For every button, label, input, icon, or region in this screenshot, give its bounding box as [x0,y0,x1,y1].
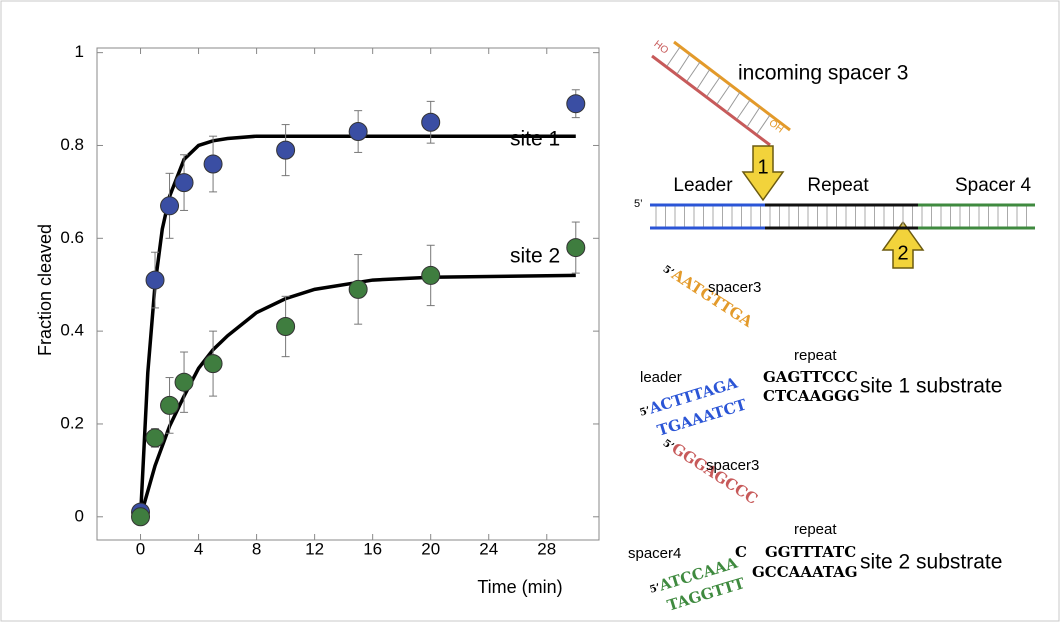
data-point [204,155,222,173]
data-point [146,271,164,289]
data-point [567,95,585,113]
y-tick-label: 0.4 [60,321,84,340]
x-tick-label: 28 [537,539,556,558]
left-label: spacer4 [628,545,681,562]
data-point [349,280,367,298]
repeat-label: repeat [794,347,837,364]
right-top-sequence: GGTTTATC [765,543,856,561]
substrate-label: site 2 substrate [860,551,1002,574]
figure: Fraction cleaved Time (min) HO OH incomi… [0,0,1062,624]
oh-label: OH [767,118,786,136]
spacer-label: spacer3 [708,279,761,296]
right-top-sequence: GAGTTCCC [763,368,858,386]
frame [1,1,1059,621]
left-label: leader [640,369,682,386]
junction-base: C [735,543,747,561]
data-point [422,113,440,131]
x-tick-label: 4 [194,539,203,558]
incoming-label: incoming spacer 3 [738,62,908,85]
right-bottom-sequence: CTCAAGGG [763,387,860,405]
site-1-number: 1 [757,156,768,178]
right-bottom-sequence: GCCAAATAG [752,563,858,581]
spacer-label: spacer3 [706,457,759,474]
x-axis-title: Time (min) [477,577,562,597]
y-tick-label: 0.8 [60,135,84,154]
y-tick-label: 0.2 [60,413,84,432]
substrate-label: site 1 substrate [860,375,1002,398]
data-point [349,123,367,141]
repeat-label: repeat [794,521,837,538]
segment-label: Spacer 4 [955,175,1031,196]
plot-box [97,48,599,540]
y-tick-label: 0.6 [60,228,84,247]
x-tick-label: 12 [305,539,324,558]
x-tick-label: 8 [252,539,261,558]
series-label: site 2 [510,245,560,268]
data-point [567,239,585,257]
five-prime: 5’ [634,198,643,210]
ho-label: HO [652,39,671,57]
site-2-number: 2 [897,242,908,264]
data-point [161,197,179,215]
x-tick-label: 16 [363,539,382,558]
x-tick-label: 20 [421,539,440,558]
y-tick-label: 1 [75,42,84,61]
segment-label: Leader [673,175,733,196]
segment-label: Repeat [807,175,869,196]
data-point [277,317,295,335]
duplex [650,205,1035,228]
y-axis-title: Fraction cleaved [35,224,55,356]
data-point [132,508,150,526]
data-point [146,429,164,447]
x-tick-label: 0 [136,539,145,558]
data-point [175,174,193,192]
x-tick-label: 24 [479,539,498,558]
data-point [422,266,440,284]
data-point [277,141,295,159]
fit-curve [141,136,576,517]
data-point [204,355,222,373]
incoming-spacer [652,42,790,145]
y-tick-label: 0 [75,506,84,525]
data-point [175,373,193,391]
series-label: site 1 [510,128,560,151]
data-point [161,396,179,414]
